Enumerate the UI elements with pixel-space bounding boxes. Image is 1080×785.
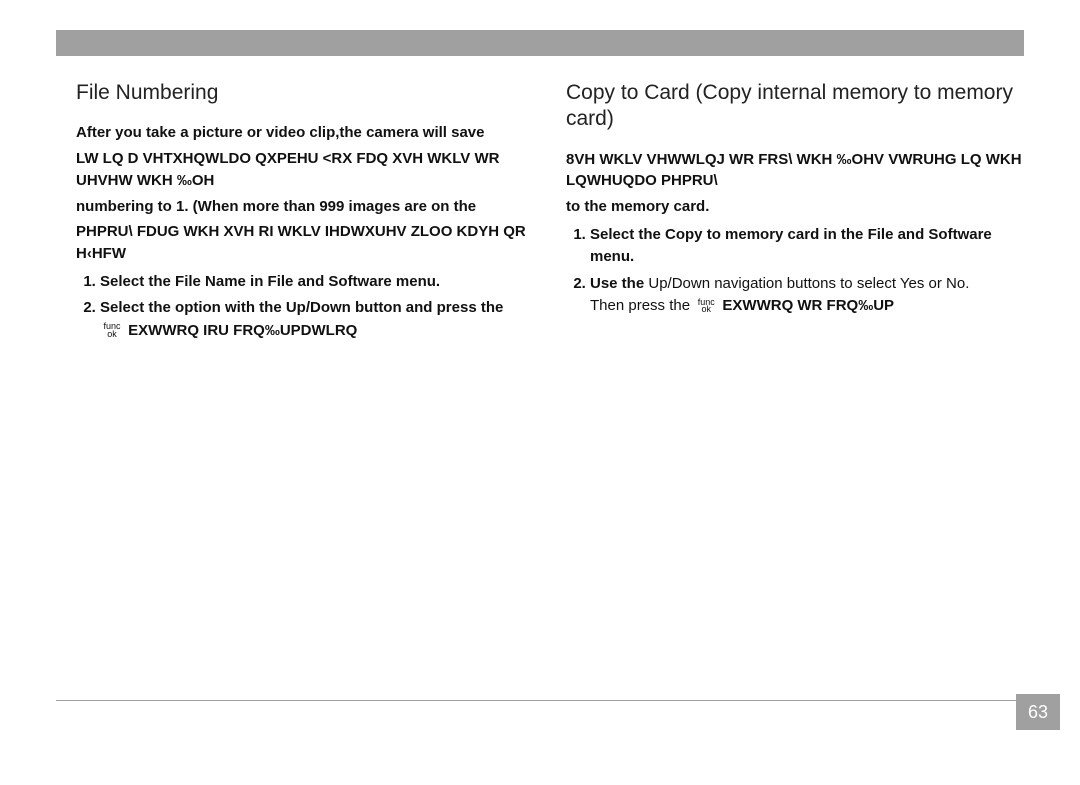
left-para-3: numbering to 1. (When more than 999 imag…: [76, 196, 534, 218]
right-step-2b: Then press the: [590, 297, 694, 314]
manual-page: File Numbering After you take a picture …: [0, 0, 1080, 785]
right-para-1-garbled: 8VH WKLV VHWWLQJ WR FRS\ WKH ‰OHV VWRUHG…: [566, 149, 1024, 193]
left-heading: File Numbering: [76, 80, 534, 106]
func-ok-icon: funcok: [100, 323, 124, 338]
left-step-1: Select the File Name in File and Softwar…: [100, 271, 534, 294]
footer-rule: [56, 700, 1016, 701]
left-column: File Numbering After you take a picture …: [76, 80, 534, 346]
right-para-2: to the memory card.: [566, 196, 1024, 218]
left-para-2-garbled: LW LQ D VHTXHQWLDO QXPEHU <RX FDQ XVH WK…: [76, 148, 534, 192]
right-step-1: Select the Copy to memory card in the Fi…: [590, 224, 1024, 269]
right-heading: Copy to Card (Copy internal memory to me…: [566, 80, 1024, 133]
left-step-2b-garbled: EXWWRQ IRU FRQ‰UPDWLRQ: [128, 322, 357, 339]
left-steps-list: Select the File Name in File and Softwar…: [76, 271, 534, 343]
left-step-2: Select the option with the Up/Down butto…: [100, 297, 534, 342]
header-bar: [56, 30, 1024, 56]
func-ok-icon: funcok: [694, 299, 718, 314]
right-steps-list: Select the Copy to memory card in the Fi…: [566, 224, 1024, 318]
page-number: 63: [1028, 702, 1048, 723]
right-step-2a: Use the: [590, 275, 648, 292]
right-column: Copy to Card (Copy internal memory to me…: [566, 80, 1024, 346]
right-step-2: Use the Up/Down navigation buttons to se…: [590, 273, 1024, 318]
page-number-box: 63: [1016, 694, 1060, 730]
right-step-2a-roman: Up/Down navigation buttons to select Yes…: [648, 275, 969, 292]
left-para-1: After you take a picture or video clip,t…: [76, 122, 534, 144]
left-para-4-garbled: PHPRU\ FDUG WKH XVH RI WKLV IHDWXUHV ZLO…: [76, 221, 534, 265]
content-area: File Numbering After you take a picture …: [76, 80, 1024, 346]
right-step-2c-garbled: EXWWRQ WR FRQ‰UP: [722, 297, 894, 314]
left-step-2a: Select the option with the Up/Down butto…: [100, 299, 503, 316]
